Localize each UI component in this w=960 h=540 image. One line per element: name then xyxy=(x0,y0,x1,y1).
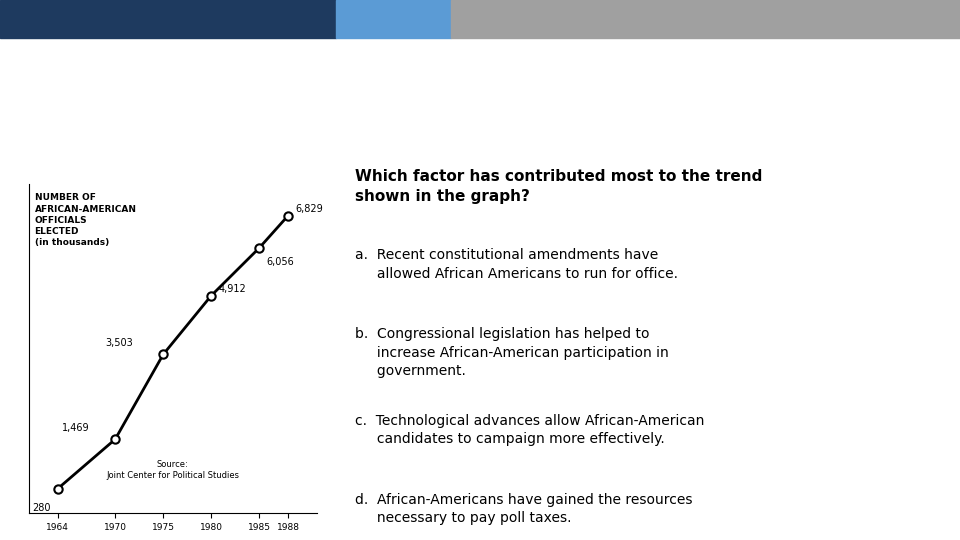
Bar xyxy=(336,0,451,38)
Bar xyxy=(451,0,960,38)
Text: 1,469: 1,469 xyxy=(62,423,90,433)
Text: b.  Congressional legislation has helped to
     increase African-American parti: b. Congressional legislation has helped … xyxy=(355,327,669,378)
Text: 280: 280 xyxy=(33,503,51,513)
Text: a.  Recent constitutional amendments have
     allowed African Americans to run : a. Recent constitutional amendments have… xyxy=(355,248,678,281)
Text: NUMBER OF
AFRICAN-AMERICAN
OFFICIALS
ELECTED
(in thousands): NUMBER OF AFRICAN-AMERICAN OFFICIALS ELE… xyxy=(35,193,136,247)
Text: 6,056: 6,056 xyxy=(266,257,294,267)
Text: d.  African-Americans have gained the resources
     necessary to pay poll taxes: d. African-Americans have gained the res… xyxy=(355,492,693,525)
Text: Which factor has contributed most to the trend
shown in the graph?: Which factor has contributed most to the… xyxy=(355,170,762,204)
Text: c.  Technological advances allow African-American
     candidates to campaign mo: c. Technological advances allow African-… xyxy=(355,414,705,446)
Text: 6,829: 6,829 xyxy=(295,204,323,214)
Text: 4,912: 4,912 xyxy=(218,284,246,294)
Text: 3,503: 3,503 xyxy=(105,339,132,348)
Text: QUESTION 152: QUESTION 152 xyxy=(320,73,640,111)
Text: Source:
Joint Center for Political Studies: Source: Joint Center for Political Studi… xyxy=(107,460,239,480)
Bar xyxy=(0,0,336,38)
